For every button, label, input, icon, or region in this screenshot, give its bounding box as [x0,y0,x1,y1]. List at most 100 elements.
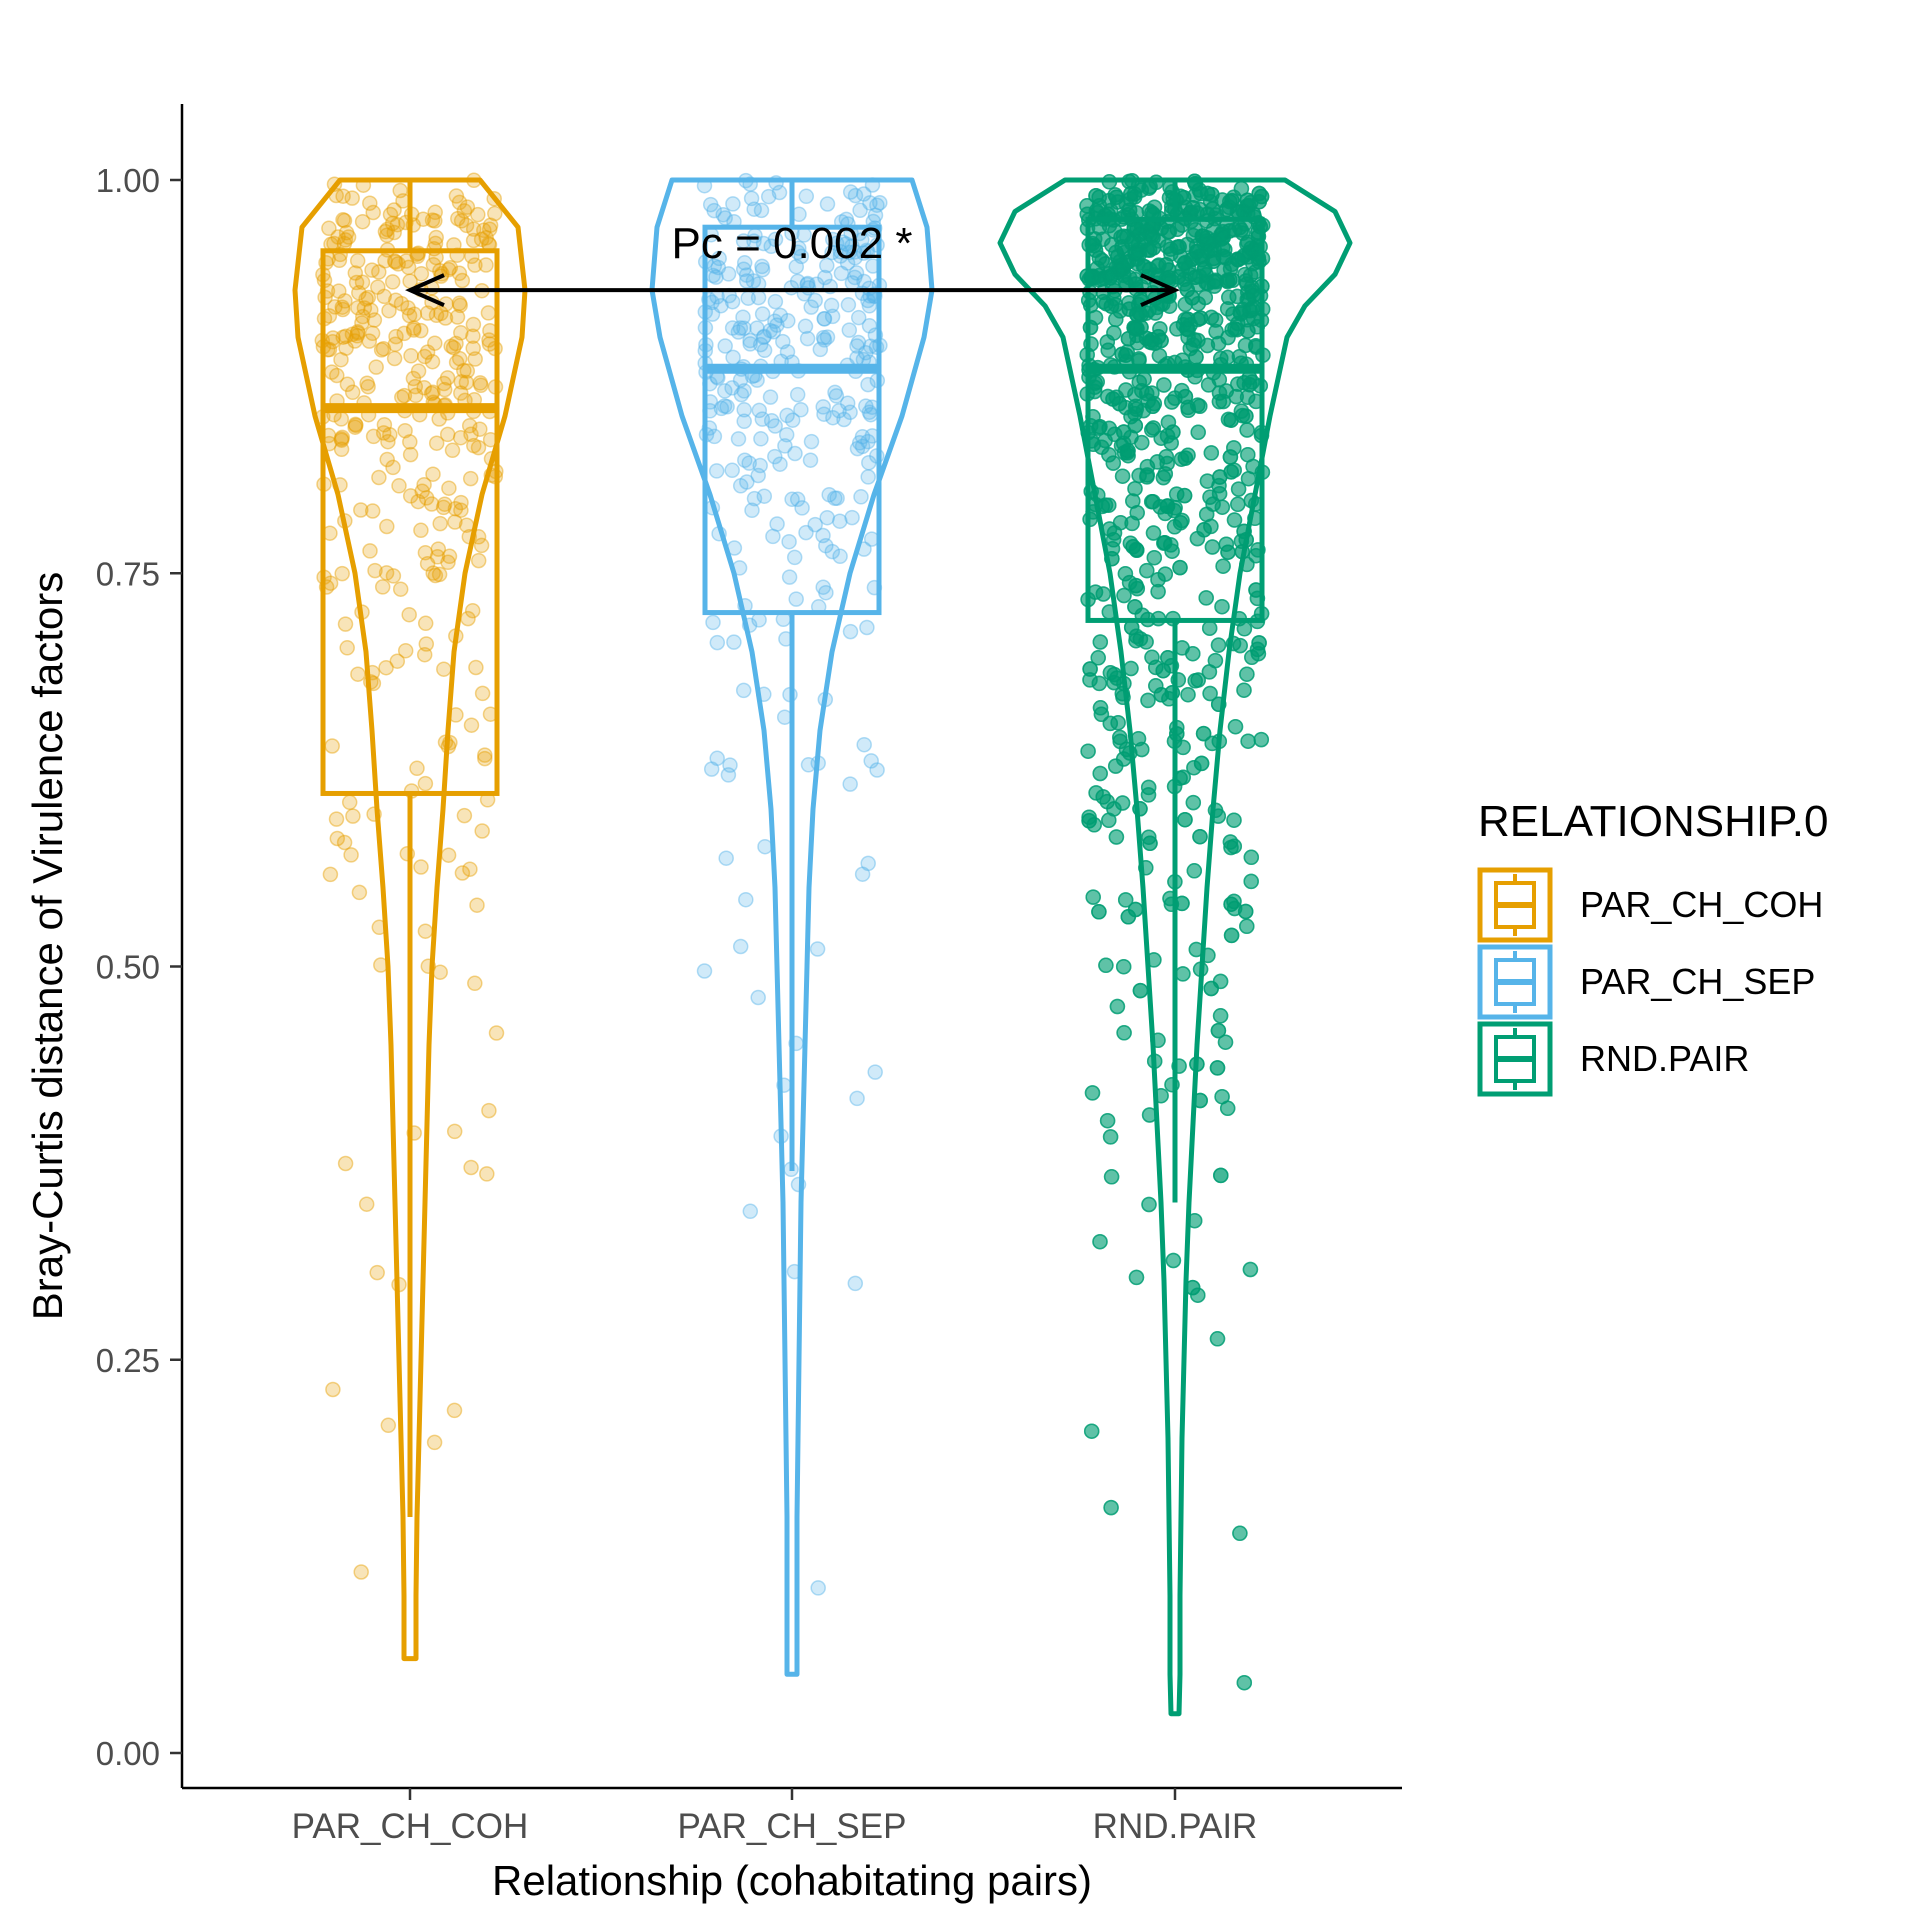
data-point [1190,332,1206,349]
data-point [1129,321,1145,337]
data-point [1145,398,1161,415]
data-point [767,418,783,434]
data-point [347,265,364,281]
data-point [736,413,752,430]
data-point [1102,665,1119,681]
data-point [1242,267,1259,284]
data-point [1123,408,1139,425]
data-point [1193,185,1209,202]
data-point [450,210,466,227]
data-point [1173,451,1190,467]
data-point [1233,222,1249,238]
data-point [1192,961,1209,978]
data-point [1170,269,1187,285]
data-point [1220,544,1236,560]
data-point [458,374,475,391]
data-point [790,1176,807,1193]
data-point [1127,271,1143,288]
x-axis-label: Relationship (cohabitating pairs) [492,1857,1092,1904]
data-point [452,429,469,446]
data-point [1165,1252,1182,1269]
data-point [749,320,765,336]
data-point [1177,450,1194,466]
data-point [827,490,843,507]
data-point [1140,779,1157,796]
data-point [1113,229,1129,245]
data-point [815,527,831,544]
data-point [1223,464,1239,480]
data-point [832,548,848,565]
data-point [1177,311,1194,328]
data-point [754,258,770,275]
data-point [1123,660,1139,677]
data-point [1230,481,1247,497]
data-point [1236,682,1252,698]
legend-title: RELATIONSHIP.0 [1478,797,1829,846]
data-point [440,554,456,571]
data-point [321,220,337,237]
data-point [1193,755,1210,772]
data-point [859,619,875,636]
data-point [343,847,359,863]
data-point [1132,982,1149,999]
data-point [742,1203,759,1220]
data-point [1188,941,1205,958]
data-point [1176,255,1193,271]
data-point [441,548,458,565]
data-point [366,806,382,822]
data-point [384,274,401,290]
legend-label: RND.PAIR [1580,1038,1749,1079]
data-point [1236,523,1252,540]
data-point [1202,194,1219,210]
data-point [1141,1196,1157,1213]
data-point [778,426,795,443]
data-point [1129,580,1146,597]
data-point [1161,223,1178,240]
legend-key-1: PAR_CH_COH [1477,867,1823,943]
data-point [1185,645,1201,662]
data-point [1174,261,1190,278]
data-point [1243,873,1259,890]
data-point [1221,289,1237,306]
data-point [1138,330,1155,347]
data-point [1215,558,1231,574]
data-point [1204,539,1221,555]
data-point [1128,577,1144,594]
data-point [1148,678,1164,694]
data-point [1205,496,1221,512]
data-point [840,297,857,313]
data-point [397,422,413,439]
data-point [1130,177,1147,194]
data-point [1143,494,1160,510]
data-point [442,260,459,276]
data-point [736,383,752,399]
data-point [784,412,801,428]
data-point [474,685,491,702]
data-point [1222,272,1238,288]
data-point [1177,388,1194,405]
data-point [860,292,876,309]
data-point [856,736,872,753]
data-point [1189,1056,1205,1072]
data-point [1134,383,1150,399]
data-point [869,197,885,213]
data-point [1131,374,1148,390]
data-point [1094,271,1110,287]
data-point [1245,287,1262,304]
data-point [1234,543,1251,560]
data-point [1117,565,1134,582]
data-point [858,398,874,414]
data-point [1147,335,1163,352]
data-point [1240,249,1256,265]
data-point [1169,239,1185,255]
data-point [798,188,815,205]
data-point [1206,241,1222,258]
data-point [1092,418,1108,435]
data-point [1238,408,1254,424]
data-point [425,256,442,273]
data-point [1203,980,1219,997]
data-point [1130,730,1147,747]
data-point [1188,349,1204,365]
data-point [1132,801,1148,817]
data-point [839,395,856,411]
